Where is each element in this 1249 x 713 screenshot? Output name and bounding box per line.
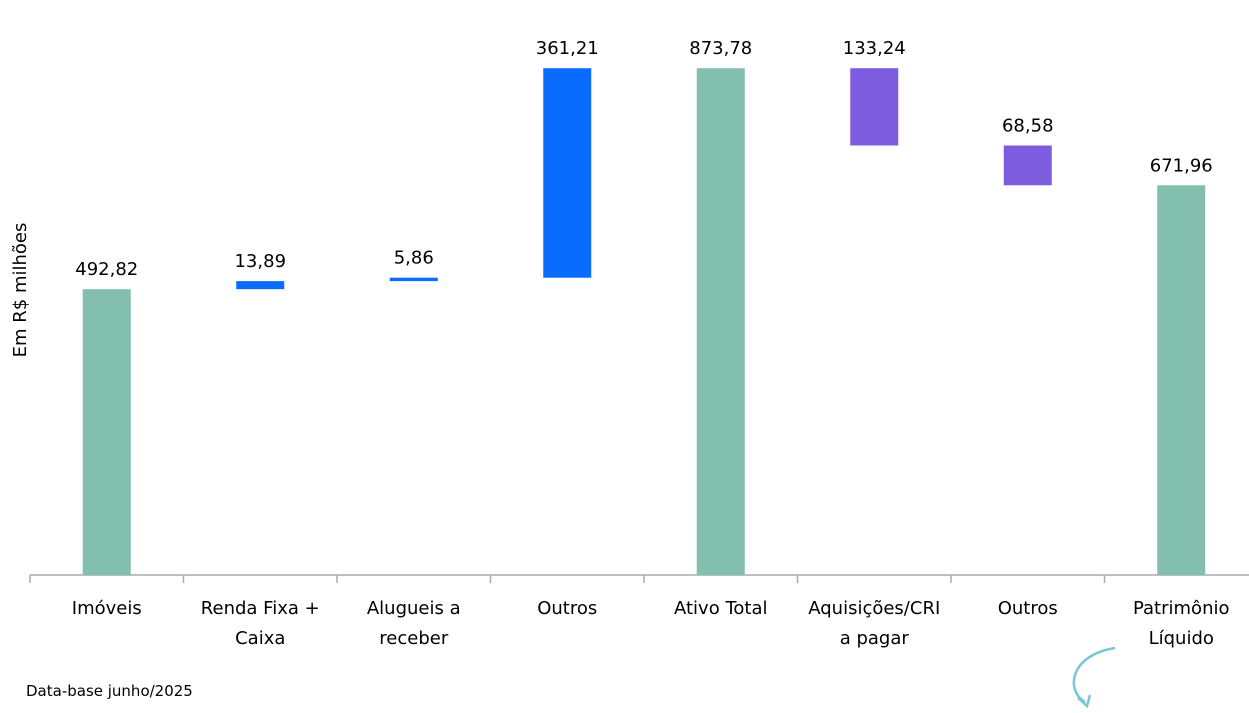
- value-label: 361,21: [536, 38, 599, 59]
- bar: [696, 68, 745, 575]
- x-tick-label: Aquisições/CRI a pagar: [808, 598, 940, 649]
- y-axis-label: Em R$ milhões: [10, 223, 31, 358]
- x-tick-label: Ativo Total: [674, 598, 767, 619]
- bar: [850, 68, 899, 146]
- value-label: 492,82: [75, 259, 138, 280]
- bar: [236, 281, 285, 290]
- value-label: 133,24: [843, 38, 906, 59]
- bar: [543, 68, 592, 278]
- value-label: 873,78: [689, 38, 752, 59]
- bar: [389, 277, 438, 282]
- x-tick-label: Outros: [998, 598, 1058, 619]
- bar: [1003, 145, 1052, 186]
- x-tick-label: Renda Fixa + Caixa: [201, 598, 320, 649]
- value-label: 13,89: [234, 251, 286, 272]
- footnote: Data-base junho/2025: [26, 682, 193, 700]
- x-tick-label: Outros: [537, 598, 597, 619]
- value-label: 671,96: [1150, 155, 1213, 176]
- x-tick-label: Imóveis: [72, 598, 142, 619]
- bar: [82, 289, 131, 575]
- value-label: 68,58: [1002, 115, 1054, 136]
- x-tick-label: Alugueis a receber: [367, 598, 461, 649]
- decorative-arrowhead: [1077, 694, 1092, 709]
- x-tick-label: Patrimônio Líquido: [1133, 598, 1230, 649]
- bar: [1157, 185, 1206, 576]
- decorative-arrow: [1072, 646, 1116, 704]
- value-label: 5,86: [394, 248, 434, 269]
